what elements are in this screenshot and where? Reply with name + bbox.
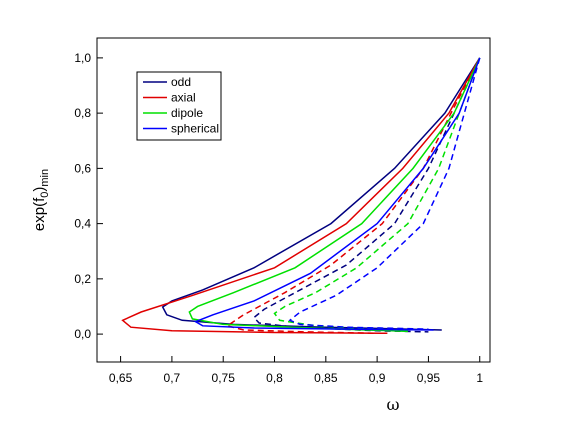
x-tick-label: 1 [476,371,483,385]
dashed-line [252,57,481,333]
y-tick-label: 0,2 [74,272,91,286]
x-tick-label: 0,95 [417,371,441,385]
plot-frame [96,37,491,363]
y-axis-label: exp(f0)min [31,169,51,231]
y-label-part: exp(f [31,197,48,231]
y-tick-label: 0,4 [74,217,91,231]
x-tick-label: 0,9 [369,371,386,385]
y-label-sub: 0 [39,192,51,198]
y-tick-label: 0,8 [74,106,91,120]
y-tick-label: 0,0 [74,327,91,341]
y-tick-label: 0,6 [74,161,91,175]
legend-label: axial [171,91,196,105]
x-tick-label: 0,7 [164,371,181,385]
y-label-part: ) [31,187,48,192]
x-tick-label: 0,85 [314,371,338,385]
y-tick-label: 1,0 [74,51,91,65]
x-tick-label: 0,65 [109,371,133,385]
legend-label: dipole [171,106,203,120]
dashed-line [288,57,481,330]
dashed-line [273,57,481,332]
y-label-sub: min [39,169,51,187]
solid-line [121,57,481,335]
legend-label: spherical [171,122,219,136]
x-axis-label: ω [386,395,399,414]
x-tick-label: 0,75 [212,371,236,385]
x-tick-label: 0,8 [266,371,283,385]
solid-line [188,57,481,333]
dashed-line [225,57,481,335]
solid-line [193,57,481,331]
legend-label: odd [171,75,191,89]
